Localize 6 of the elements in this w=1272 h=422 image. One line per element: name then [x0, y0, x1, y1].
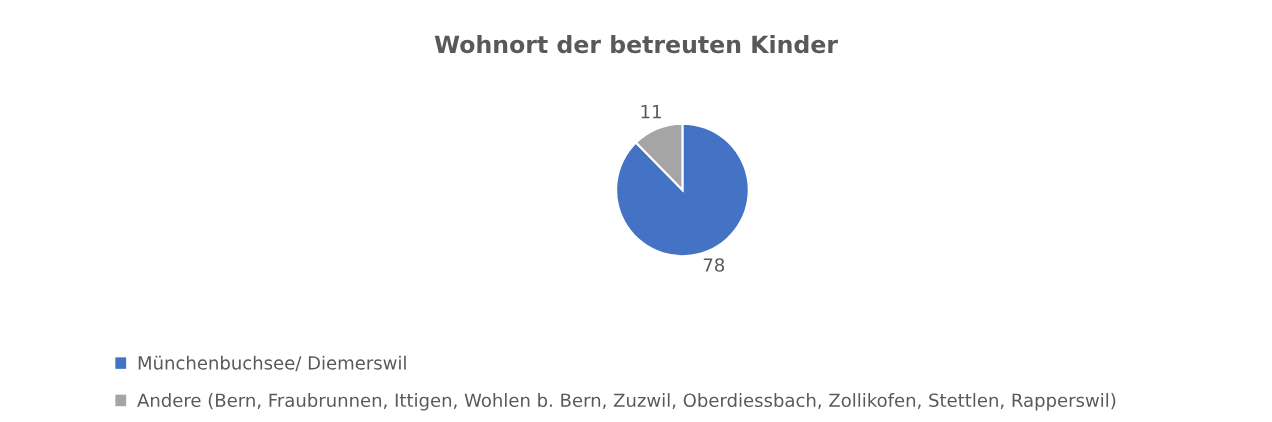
pie-slice — [615, 122, 750, 258]
legend-label: Münchenbuchsee/ Diemerswil — [138, 355, 406, 372]
legend-label: Andere (Bern, Fraubrunnen, Ittigen, Wohlen b. Bern, Zuzwil, Oberdiessbach, Zollikofen, Stettlen, Rapperswil) — [137, 393, 1116, 411]
data-label: 78 — [703, 258, 725, 272]
chart-title: Wohnort der betreuten Kinder — [434, 34, 838, 54]
data-label: 11 — [641, 105, 661, 119]
